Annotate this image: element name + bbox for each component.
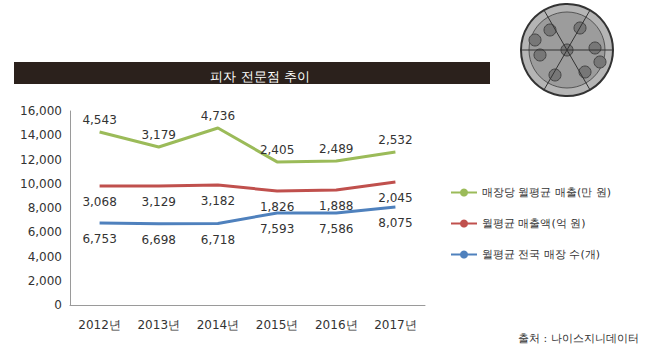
svg-text:14,000: 14,000: [20, 128, 62, 142]
svg-text:8,075: 8,075: [378, 216, 412, 230]
svg-text:4,736: 4,736: [201, 109, 235, 123]
svg-text:2012년: 2012년: [78, 318, 121, 332]
svg-text:3,179: 3,179: [142, 128, 176, 142]
svg-text:7,586: 7,586: [319, 222, 353, 236]
svg-text:2,532: 2,532: [378, 133, 412, 147]
svg-text:3,068: 3,068: [82, 195, 116, 209]
svg-text:1,888: 1,888: [319, 199, 353, 213]
svg-text:0: 0: [54, 298, 62, 312]
svg-text:출처 : 나이스지니데이터: 출처 : 나이스지니데이터: [518, 332, 639, 345]
svg-text:7,593: 7,593: [260, 222, 294, 236]
svg-text:12,000: 12,000: [20, 153, 62, 167]
svg-text:8,000: 8,000: [28, 201, 62, 215]
svg-text:6,753: 6,753: [82, 232, 116, 246]
svg-text:2,489: 2,489: [319, 142, 353, 156]
svg-text:4,000: 4,000: [28, 250, 62, 264]
svg-text:월평균 전국 매장 수(개): 월평균 전국 매장 수(개): [482, 248, 600, 261]
svg-text:피자 전문점 추이: 피자 전문점 추이: [210, 69, 309, 84]
svg-text:6,718: 6,718: [201, 233, 235, 247]
svg-text:6,000: 6,000: [28, 225, 62, 239]
svg-text:2016년: 2016년: [315, 318, 358, 332]
svg-text:2013년: 2013년: [137, 318, 180, 332]
svg-text:2,405: 2,405: [260, 143, 294, 157]
svg-text:2017년: 2017년: [374, 318, 417, 332]
svg-text:월평균 매출액(억 원): 월평균 매출액(억 원): [482, 217, 586, 230]
svg-text:1,826: 1,826: [260, 200, 294, 214]
svg-text:2014년: 2014년: [197, 318, 240, 332]
svg-text:3,129: 3,129: [142, 195, 176, 209]
svg-text:2,000: 2,000: [28, 274, 62, 288]
svg-text:10,000: 10,000: [20, 177, 62, 191]
svg-text:3,182: 3,182: [201, 194, 235, 208]
svg-text:16,000: 16,000: [20, 104, 62, 118]
svg-text:매장당 월평균 매출(만 원): 매장당 월평균 매출(만 원): [482, 186, 611, 199]
svg-text:4,543: 4,543: [82, 113, 116, 127]
svg-text:6,698: 6,698: [142, 233, 176, 247]
svg-text:2015년: 2015년: [256, 318, 299, 332]
svg-text:2,045: 2,045: [378, 191, 412, 205]
